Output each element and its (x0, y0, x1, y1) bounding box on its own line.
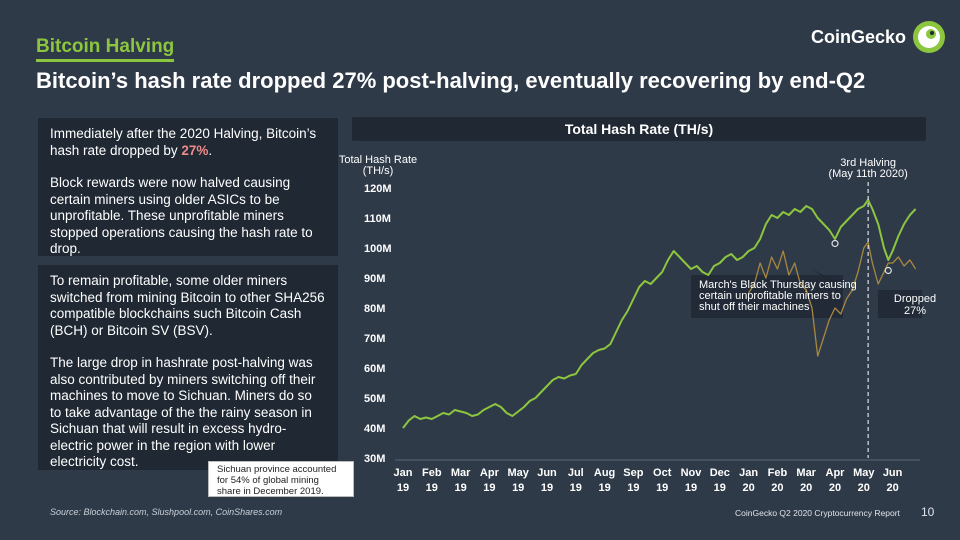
page-number: 10 (921, 505, 935, 519)
y-tick-label: 30M (364, 453, 385, 465)
halving-label: 3rd Halving (840, 157, 896, 169)
halving-date: (May 11th 2020) (828, 168, 907, 180)
x-tick-month: Nov (681, 467, 703, 479)
series-line-2 (748, 241, 917, 357)
info-box-halving: Immediately after the 2020 Halving, Bitc… (38, 118, 338, 256)
y-tick-label: 100M (364, 243, 392, 255)
y-tick-label: 90M (364, 273, 385, 285)
y-tick-label: 50M (364, 393, 385, 405)
info-text: . (208, 142, 213, 158)
april-marker (831, 239, 839, 248)
x-tick-month: Mar (796, 467, 816, 479)
x-tick-year: 19 (426, 482, 438, 494)
chart-title: Total Hash Rate (TH/s) (352, 117, 926, 141)
y-axis-label-unit: (TH/s) (363, 165, 394, 177)
x-tick-month: Apr (826, 467, 846, 479)
x-tick-month: Jun (537, 467, 557, 479)
x-tick-month: Mar (451, 467, 471, 479)
x-tick-year: 19 (685, 482, 697, 494)
brand-name: CoinGecko (810, 26, 906, 47)
sichuan-note: Sichuan province accounted for 54% of gl… (208, 461, 354, 497)
y-tick-label: 110M (364, 213, 391, 225)
y-tick-label: 60M (364, 363, 385, 375)
black-thursday-callout (691, 275, 843, 318)
x-tick-month: Feb (422, 467, 442, 479)
x-tick-month: Apr (480, 467, 500, 479)
x-tick-month: Jul (568, 467, 584, 479)
info-paragraph: Immediately after the 2020 Halving, Bitc… (50, 126, 326, 159)
black-thursday-text: certain unprofitable miners to (699, 290, 841, 302)
y-tick-label: 120M (364, 183, 392, 195)
x-tick-year: 19 (627, 482, 639, 494)
dropped-callout (878, 290, 922, 318)
x-tick-year: 20 (800, 482, 812, 494)
x-tick-year: 20 (829, 482, 841, 494)
black-thursday-text: March's Black Thursday causing (699, 279, 857, 291)
black-thursday-text: shut off their machines (699, 301, 810, 313)
x-tick-year: 19 (541, 482, 553, 494)
x-tick-year: 19 (714, 482, 726, 494)
x-tick-year: 19 (598, 482, 610, 494)
y-tick-label: 80M (364, 303, 385, 315)
y-tick-label: 70M (364, 333, 385, 345)
x-tick-month: Jan (394, 467, 413, 479)
x-tick-year: 20 (886, 482, 898, 494)
x-tick-year: 20 (742, 482, 754, 494)
x-tick-month: Feb (768, 467, 788, 479)
x-tick-month: May (507, 467, 529, 479)
section-tag: Bitcoin Halving (36, 36, 175, 62)
info-paragraph: The large drop in hashrate post-halving … (50, 355, 316, 469)
report-name: CoinGecko Q2 2020 Cryptocurrency Report (735, 508, 900, 518)
dropped-value: 27% (904, 305, 926, 317)
x-tick-year: 19 (512, 482, 524, 494)
x-tick-month: Dec (710, 467, 730, 479)
x-tick-year: 20 (858, 482, 870, 494)
info-paragraph: Block rewards were now halved causing ce… (50, 175, 313, 256)
x-tick-month: Jan (739, 467, 758, 479)
series-line-1 (402, 199, 917, 429)
black-thursday-pointer (811, 269, 841, 290)
y-axis-label: Total Hash Rate (339, 154, 417, 166)
x-tick-year: 19 (483, 482, 495, 494)
highlight-percent: 27% (181, 142, 209, 158)
x-tick-month: Oct (653, 467, 672, 479)
x-tick-year: 19 (454, 482, 466, 494)
x-tick-month: Sep (623, 467, 643, 479)
gecko-logo-icon (913, 21, 945, 53)
brand: CoinGecko (811, 20, 946, 54)
info-text: Immediately after the 2020 Halving, Bitc… (50, 126, 317, 158)
info-box-miners: To remain profitable, some older miners … (38, 265, 338, 470)
info-paragraph: To remain profitable, some older miners … (50, 273, 325, 338)
dropped-label: Dropped (894, 293, 936, 305)
x-tick-year: 19 (570, 482, 582, 494)
x-tick-year: 20 (771, 482, 783, 494)
x-tick-month: May (853, 467, 875, 479)
x-tick-month: Jun (883, 467, 903, 479)
x-tick-year: 19 (656, 482, 668, 494)
x-tick-year: 19 (397, 482, 409, 494)
y-tick-label: 40M (364, 423, 385, 435)
drop-marker (884, 266, 892, 275)
source-note: Source: Blockchain.com, Slushpool.com, C… (50, 507, 283, 517)
page-title: Bitcoin’s hash rate dropped 27% post-hal… (36, 68, 866, 93)
x-tick-month: Aug (594, 467, 615, 479)
